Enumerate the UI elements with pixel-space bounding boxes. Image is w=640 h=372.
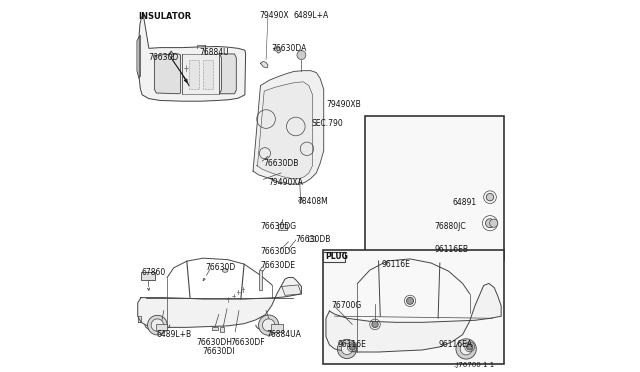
- Text: 96116EB: 96116EB: [435, 245, 468, 254]
- Text: .J76700 1 1: .J76700 1 1: [454, 362, 494, 368]
- Bar: [259, 270, 262, 290]
- Polygon shape: [282, 285, 301, 295]
- Bar: [141, 272, 155, 280]
- Text: SEC.790: SEC.790: [311, 119, 343, 128]
- Polygon shape: [326, 283, 501, 352]
- Polygon shape: [383, 156, 394, 193]
- Polygon shape: [168, 51, 174, 58]
- Bar: [189, 60, 200, 89]
- Circle shape: [406, 297, 413, 304]
- Text: 76630DE: 76630DE: [260, 262, 296, 270]
- Circle shape: [486, 193, 493, 201]
- Polygon shape: [137, 35, 140, 78]
- Text: 76630DG: 76630DG: [260, 222, 296, 231]
- Circle shape: [349, 344, 355, 350]
- Circle shape: [467, 344, 473, 350]
- Text: 76630DH: 76630DH: [196, 338, 232, 347]
- Circle shape: [460, 343, 472, 355]
- Polygon shape: [182, 54, 219, 94]
- Bar: [308, 236, 315, 241]
- Bar: [323, 252, 346, 262]
- Circle shape: [262, 319, 275, 331]
- Text: 76880JC: 76880JC: [435, 222, 466, 231]
- Text: 76884U: 76884U: [199, 48, 228, 57]
- Polygon shape: [253, 71, 324, 184]
- Text: 76700G: 76700G: [331, 301, 362, 310]
- Circle shape: [259, 315, 279, 335]
- Text: 76630DI: 76630DI: [203, 347, 236, 356]
- Polygon shape: [257, 82, 312, 179]
- Bar: [203, 60, 213, 89]
- Circle shape: [456, 339, 476, 359]
- Text: 6489L+B: 6489L+B: [156, 330, 191, 339]
- Text: 76630D: 76630D: [206, 263, 236, 272]
- Polygon shape: [298, 199, 303, 203]
- Text: 76884UA: 76884UA: [266, 330, 301, 339]
- Bar: [212, 327, 218, 330]
- Text: 76630DG: 76630DG: [260, 247, 296, 256]
- Bar: [220, 327, 224, 332]
- Bar: [156, 324, 167, 330]
- Text: 64891: 64891: [452, 198, 477, 207]
- Circle shape: [490, 219, 498, 227]
- Text: 76630D: 76630D: [148, 53, 179, 62]
- Polygon shape: [260, 61, 268, 68]
- Text: INSULATOR: INSULATOR: [138, 12, 192, 21]
- Bar: [271, 324, 283, 332]
- Text: 76630DA: 76630DA: [271, 44, 307, 53]
- Bar: [278, 224, 287, 230]
- Polygon shape: [273, 48, 281, 53]
- Circle shape: [297, 51, 306, 60]
- Bar: [323, 250, 504, 364]
- Polygon shape: [154, 54, 180, 94]
- Circle shape: [151, 319, 164, 331]
- Text: 76630DB: 76630DB: [264, 159, 299, 168]
- Text: 79490XB: 79490XB: [326, 100, 361, 109]
- Polygon shape: [417, 149, 431, 186]
- Circle shape: [337, 339, 356, 359]
- Text: 96116E: 96116E: [381, 260, 410, 269]
- Circle shape: [486, 219, 495, 228]
- Ellipse shape: [222, 269, 228, 272]
- Polygon shape: [138, 278, 301, 327]
- Circle shape: [341, 343, 353, 355]
- Text: 76630DF: 76630DF: [230, 338, 264, 347]
- Circle shape: [148, 315, 167, 335]
- Text: 96116E: 96116E: [338, 340, 367, 349]
- Circle shape: [372, 321, 378, 327]
- Text: 79490X: 79490X: [260, 11, 289, 20]
- Text: PLUG: PLUG: [325, 252, 348, 261]
- Polygon shape: [138, 316, 141, 322]
- Text: 78408M: 78408M: [298, 197, 328, 206]
- Bar: [365, 116, 504, 260]
- Text: 79490XA: 79490XA: [268, 178, 303, 187]
- Polygon shape: [140, 15, 246, 101]
- Text: 96116EA: 96116EA: [438, 340, 472, 349]
- Text: 76630DB: 76630DB: [296, 235, 331, 244]
- Text: 6489L+A: 6489L+A: [293, 11, 328, 20]
- Text: 67860: 67860: [141, 268, 166, 277]
- Polygon shape: [220, 54, 236, 94]
